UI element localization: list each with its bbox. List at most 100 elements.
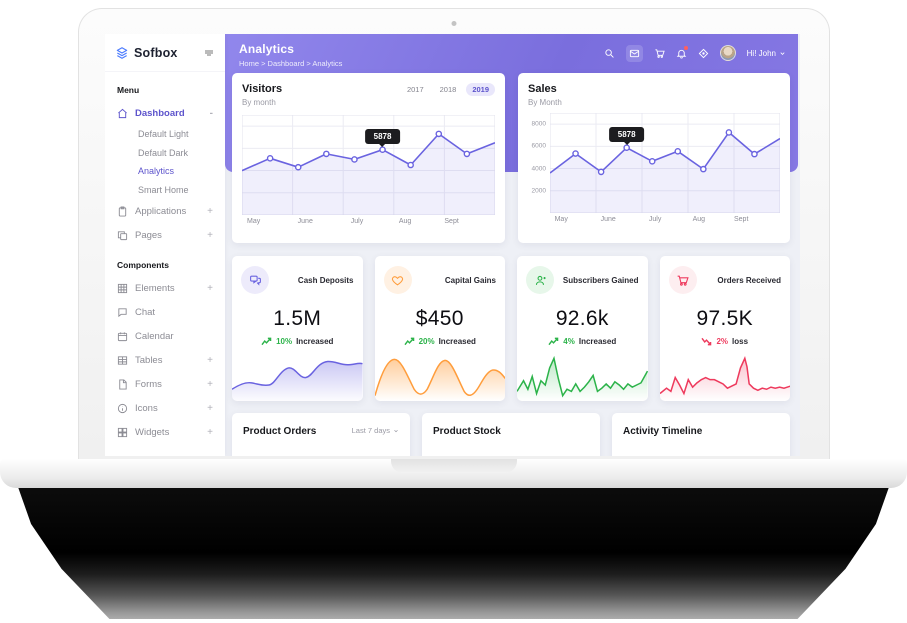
sparkline-purple	[232, 353, 363, 401]
info-circle-icon	[117, 403, 128, 413]
stat-value: 92.6k	[555, 307, 609, 330]
sales-x-axis: May June July Aug Sept	[554, 216, 749, 223]
stat-card-cash-deposits: Cash Deposits 1.5M 10% Increased	[232, 256, 363, 401]
notifications-icon[interactable]	[676, 45, 688, 59]
visitors-subtitle: By month	[242, 98, 276, 107]
stat-card-capital-gains: Capital Gains $450 20% Increased	[374, 256, 505, 401]
laptop-webcam	[451, 21, 457, 26]
focus-mode-icon[interactable]	[698, 48, 709, 59]
logo-text: Sofbox	[134, 45, 178, 60]
dashboard-screen: Sofbox Menu Dashboard - Default Light De…	[105, 34, 800, 456]
tab-2019[interactable]: 2019	[466, 83, 495, 96]
sales-title: Sales	[528, 83, 557, 95]
clipboard-icon	[118, 205, 127, 217]
content: Visitors By month 2017 2018 2019 5878	[232, 73, 790, 456]
notification-badge	[683, 45, 688, 50]
product-orders-card: Product Orders Last 7 days	[232, 413, 410, 456]
sales-y-axis: 8000 6000 4000 2000	[531, 120, 546, 195]
stat-value: $450	[415, 307, 464, 330]
chart-tooltip: 5878	[364, 128, 401, 144]
sparkline-red	[659, 353, 790, 401]
tab-2017[interactable]: 2017	[406, 85, 424, 94]
expand-indicator[interactable]: +	[207, 205, 213, 217]
heart-icon	[391, 275, 404, 285]
cart-icon	[677, 275, 689, 286]
main-area: Analytics Home > Dashboard > Analytics	[225, 34, 800, 456]
sales-chart: 5878	[550, 113, 780, 213]
sidebar-item-smart-home[interactable]: Smart Home	[138, 184, 189, 195]
trend-up-icon	[261, 337, 272, 346]
user-icon	[535, 275, 546, 285]
breadcrumb: Home > Dashboard > Analytics	[239, 59, 343, 68]
sidebar-item-calendar[interactable]: Calendar	[105, 324, 225, 348]
product-stock-card: Product Stock	[422, 413, 600, 456]
collapse-indicator[interactable]: -	[209, 107, 213, 119]
sidebar-item-tables[interactable]: Tables +	[105, 348, 225, 372]
expand-indicator[interactable]: +	[207, 229, 213, 241]
page-title: Analytics	[239, 42, 295, 56]
activity-timeline-card: Activity Timeline	[612, 413, 790, 456]
sidebar-item-elements[interactable]: Elements +	[105, 276, 225, 300]
trend-up-icon	[403, 337, 414, 346]
chat-icon	[118, 307, 127, 317]
visitors-card: Visitors By month 2017 2018 2019 5878	[232, 73, 505, 243]
sidebar: Sofbox Menu Dashboard - Default Light De…	[105, 34, 225, 456]
sparkline-green	[517, 353, 648, 401]
cart-icon[interactable]	[654, 48, 665, 59]
user-avatar[interactable]	[719, 45, 736, 61]
file-icon	[119, 378, 127, 390]
trend-down-icon	[701, 337, 712, 346]
visitors-x-axis: May June July Aug Sept	[247, 218, 459, 225]
expand-indicator[interactable]: +	[207, 282, 213, 294]
home-icon	[118, 108, 127, 118]
pages-icon	[117, 230, 128, 240]
mail-icon[interactable]	[625, 44, 643, 62]
laptop-base	[0, 459, 907, 488]
year-tabs: 2017 2018 2019	[401, 83, 495, 96]
widgets-icon	[117, 427, 128, 437]
visitors-chart: 5878	[242, 115, 495, 215]
calendar-icon	[117, 331, 128, 341]
tab-2018[interactable]: 2018	[439, 85, 457, 94]
expand-indicator[interactable]: +	[207, 378, 213, 390]
menu-heading: Menu	[117, 85, 140, 95]
chart-tooltip: 5878	[608, 126, 645, 142]
sidebar-item-analytics[interactable]: Analytics	[138, 166, 175, 177]
chevron-down-icon	[394, 429, 398, 432]
sales-card: Sales By Month 8000 6000 4000 2000	[518, 73, 790, 243]
user-menu[interactable]: Hi! John	[747, 49, 786, 58]
sidebar-item-widgets[interactable]: Widgets +	[105, 420, 225, 444]
sales-subtitle: By Month	[528, 98, 562, 107]
visitors-title: Visitors	[242, 83, 283, 95]
sidebar-item-forms[interactable]: Forms +	[105, 372, 225, 396]
stat-value: 97.5K	[696, 307, 753, 330]
stat-value: 1.5M	[273, 307, 322, 330]
sparkline-orange	[374, 353, 505, 401]
sidebar-item-chat[interactable]: Chat	[105, 300, 225, 324]
last-7-days-dropdown[interactable]: Last 7 days	[352, 426, 399, 435]
grid-icon	[117, 283, 128, 293]
sidebar-item-applications[interactable]: Applications +	[105, 199, 225, 223]
stat-card-orders-received: Orders Received 97.5K 2% loss	[659, 256, 790, 401]
chevron-down-icon	[780, 51, 785, 55]
sidebar-item-default-light[interactable]: Default Light	[138, 129, 189, 140]
header-actions: Hi! John	[604, 42, 786, 64]
search-icon[interactable]	[604, 48, 615, 59]
expand-indicator[interactable]: +	[207, 402, 213, 414]
expand-indicator[interactable]: +	[207, 354, 213, 366]
sidebar-item-default-dark[interactable]: Default Dark	[138, 147, 189, 158]
chat-bubbles-icon	[249, 275, 261, 286]
sidebar-item-icons[interactable]: Icons +	[105, 396, 225, 420]
laptop-notch	[390, 459, 517, 473]
sofbox-logo-icon	[115, 46, 129, 60]
sidebar-item-dashboard[interactable]: Dashboard -	[105, 101, 225, 125]
sidebar-toggle-icon[interactable]	[203, 47, 215, 59]
top-bar: Analytics Home > Dashboard > Analytics	[225, 34, 800, 68]
table-icon	[117, 355, 128, 365]
expand-indicator[interactable]: +	[207, 426, 213, 438]
laptop-shadow	[18, 487, 889, 619]
sidebar-item-pages[interactable]: Pages +	[105, 223, 225, 247]
logo-row: Sofbox	[105, 34, 225, 72]
stat-card-subscribers-gained: Subscribers Gained 92.6k 4% Increased	[517, 256, 648, 401]
trend-up-icon	[548, 337, 559, 346]
